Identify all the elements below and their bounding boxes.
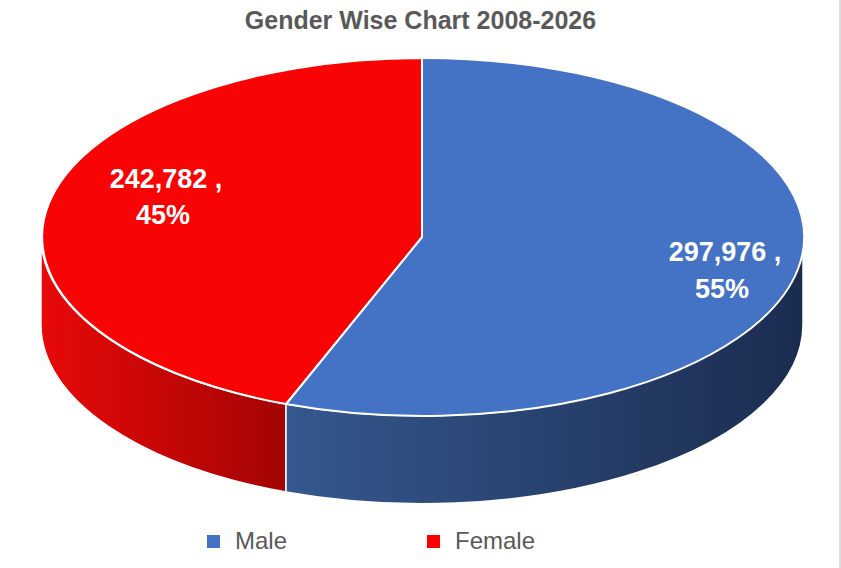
legend-swatch-male-icon (207, 535, 220, 548)
legend-item-male[interactable]: Male (207, 529, 287, 553)
legend-label-male: Male (235, 527, 287, 555)
data-label-female-percent: 45% (136, 200, 190, 230)
pie-chart: 242,782 , 45% 297,976 , 55% (0, 0, 841, 568)
legend-swatch-female-icon (427, 535, 440, 548)
legend: Male Female (0, 529, 841, 555)
data-label-female-value: 242,782 , (110, 164, 223, 194)
legend-item-female[interactable]: Female (427, 529, 535, 553)
data-label-male-value: 297,976 , (669, 237, 782, 267)
data-label-male-percent: 55% (695, 274, 749, 304)
legend-label-female: Female (455, 527, 535, 555)
chart-container: Gender Wise Chart 2008-2026 242,782 , 45… (0, 0, 841, 568)
